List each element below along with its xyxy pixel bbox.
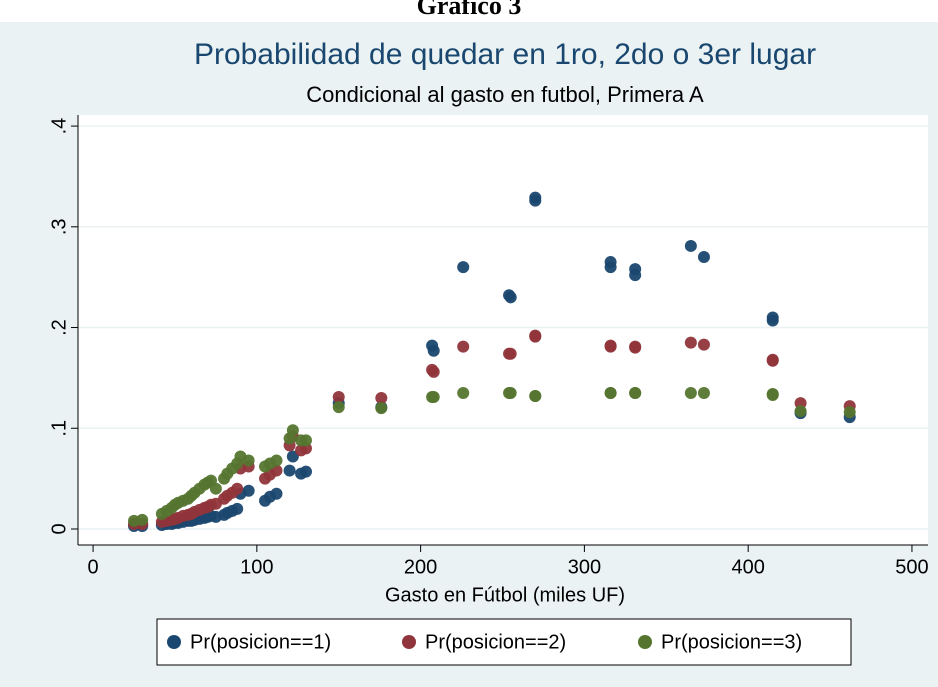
point xyxy=(604,340,617,353)
point xyxy=(766,354,779,367)
legend-label: Pr(posicion==3) xyxy=(661,631,802,653)
chart-subtitle: Condicional al gasto en futbol, Primera … xyxy=(306,82,704,107)
x-tick-label: 500 xyxy=(895,556,928,578)
point xyxy=(283,464,296,477)
point xyxy=(604,261,617,274)
x-tick-label: 0 xyxy=(88,556,99,578)
point xyxy=(843,406,856,419)
chart-title: Probabilidad de quedar en 1ro, 2do o 3er… xyxy=(194,38,816,71)
point xyxy=(604,387,617,400)
plot-area xyxy=(78,115,928,545)
y-tick-label: .1 xyxy=(48,420,70,437)
point xyxy=(529,390,542,403)
x-axis-title: Gasto en Fútbol (miles UF) xyxy=(385,584,625,606)
point xyxy=(684,239,697,252)
point xyxy=(231,482,244,495)
point xyxy=(529,330,542,343)
point xyxy=(136,513,149,526)
legend-marker xyxy=(167,635,181,649)
point xyxy=(332,391,345,404)
point xyxy=(794,405,807,418)
point xyxy=(270,487,283,500)
point xyxy=(697,387,710,400)
x-tick-label: 100 xyxy=(240,556,273,578)
point xyxy=(504,291,517,304)
point xyxy=(697,251,710,264)
point xyxy=(457,340,470,353)
point xyxy=(299,434,312,447)
point xyxy=(242,454,255,467)
point xyxy=(697,338,710,351)
point xyxy=(766,389,779,402)
point xyxy=(427,391,440,404)
point xyxy=(209,482,222,495)
legend xyxy=(156,618,852,666)
point xyxy=(504,387,517,400)
point xyxy=(231,502,244,515)
point xyxy=(629,269,642,282)
point xyxy=(629,341,642,354)
x-tick-label: 200 xyxy=(404,556,437,578)
point xyxy=(375,402,388,415)
point xyxy=(375,392,388,405)
point xyxy=(629,387,642,400)
y-tick-label: .4 xyxy=(48,118,70,135)
point xyxy=(684,336,697,349)
y-tick-label: 0 xyxy=(48,523,70,534)
point xyxy=(684,387,697,400)
point xyxy=(332,401,345,414)
point xyxy=(270,454,283,467)
point xyxy=(457,387,470,400)
point xyxy=(299,465,312,478)
y-tick-label: .3 xyxy=(48,218,70,235)
point xyxy=(766,314,779,327)
point xyxy=(529,194,542,207)
legend-label: Pr(posicion==1) xyxy=(190,631,331,653)
y-tick-label: .2 xyxy=(48,319,70,336)
point xyxy=(286,424,299,437)
point xyxy=(457,261,470,274)
legend-marker xyxy=(402,635,416,649)
x-tick-label: 400 xyxy=(731,556,764,578)
header: Gráfico 3 xyxy=(417,0,522,20)
legend-marker xyxy=(638,635,652,649)
point xyxy=(242,484,255,497)
point xyxy=(286,450,299,463)
x-tick-label: 300 xyxy=(568,556,601,578)
point xyxy=(427,365,440,378)
legend-label: Pr(posicion==2) xyxy=(425,631,566,653)
point xyxy=(504,347,517,360)
point xyxy=(427,344,440,357)
